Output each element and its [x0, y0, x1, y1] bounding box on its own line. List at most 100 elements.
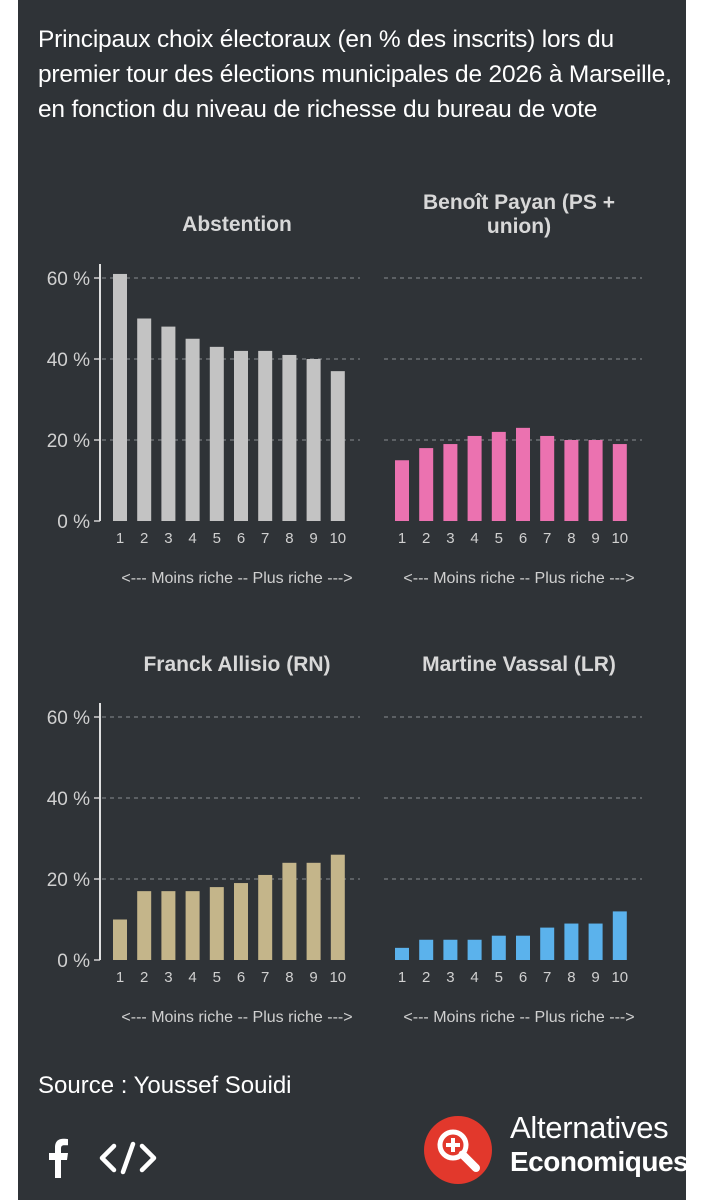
bar-0-3: [161, 326, 176, 521]
magnifier-plus-icon: [424, 1116, 492, 1184]
xtick-label-3-6: 6: [519, 969, 527, 986]
xtick-label-3-3: 3: [446, 969, 454, 986]
panel-title-1-1: union): [487, 215, 551, 238]
bar-0-4: [185, 338, 200, 521]
panel-title-3-0: Martine Vassal (LR): [422, 653, 616, 676]
xtick-label-2-3: 3: [164, 969, 172, 986]
bar-1-1: [395, 460, 409, 521]
xtick-label-0-9: 9: [309, 530, 317, 547]
xtick-label-1-2: 2: [422, 530, 430, 547]
xtick-label-1-6: 6: [519, 530, 527, 547]
bar-1-3: [443, 444, 458, 521]
bar-1-2: [419, 448, 434, 521]
panel-title-2-0: Franck Allisio (RN): [143, 653, 330, 676]
bar-2-10: [330, 854, 345, 960]
xaxis-label-1: <--- Moins riche -- Plus riche --->: [403, 570, 634, 587]
xtick-label-1-4: 4: [470, 530, 478, 547]
ytick-label-0-1: 20 %: [47, 431, 90, 452]
xtick-label-1-1: 1: [398, 530, 406, 547]
xaxis-label-0: <--- Moins riche -- Plus riche --->: [121, 570, 352, 587]
bar-0-10: [330, 371, 345, 521]
bar-0-8: [282, 354, 297, 521]
bar-3-9: [588, 923, 603, 960]
xtick-label-2-1: 1: [116, 969, 124, 986]
bar-2-1: [113, 919, 127, 960]
bar-1-7: [540, 435, 555, 521]
bar-2-7: [258, 874, 273, 960]
bar-1-4: [467, 435, 482, 521]
xtick-label-3-5: 5: [495, 969, 503, 986]
xtick-label-0-7: 7: [261, 530, 269, 547]
xtick-label-0-4: 4: [188, 530, 196, 547]
ytick-label-0-2: 40 %: [47, 350, 90, 371]
xtick-label-3-8: 8: [567, 969, 575, 986]
xtick-label-3-7: 7: [543, 969, 551, 986]
panel-title-0-0: Abstention: [182, 213, 292, 236]
bar-3-3: [443, 939, 458, 960]
bar-3-2: [419, 939, 434, 960]
bar-1-8: [564, 440, 579, 521]
bar-3-10: [612, 911, 627, 960]
ytick-label-2-2: 40 %: [47, 789, 90, 810]
xtick-label-2-8: 8: [285, 969, 293, 986]
infographic-card: Principaux choix électoraux (en % des in…: [18, 0, 689, 1200]
xtick-label-2-9: 9: [309, 969, 317, 986]
bar-2-2: [137, 891, 152, 960]
xtick-label-2-5: 5: [213, 969, 221, 986]
bar-2-8: [282, 862, 297, 960]
xtick-label-0-6: 6: [237, 530, 245, 547]
bar-3-8: [564, 923, 579, 960]
xtick-label-1-9: 9: [591, 530, 599, 547]
xtick-label-2-10: 10: [329, 969, 346, 986]
xaxis-label-2: <--- Moins riche -- Plus riche --->: [121, 1009, 352, 1026]
xtick-label-0-10: 10: [329, 530, 346, 547]
facebook-icon[interactable]: [46, 1138, 70, 1178]
xtick-label-1-3: 3: [446, 530, 454, 547]
bar-0-7: [258, 350, 273, 521]
logo-text-alternatives: Alternatives: [510, 1110, 669, 1145]
bar-3-1: [395, 947, 409, 960]
ytick-label-2-1: 20 %: [47, 870, 90, 891]
xtick-label-2-2: 2: [140, 969, 148, 986]
bar-3-4: [467, 939, 482, 960]
ytick-label-0-0: 0 %: [57, 512, 90, 533]
code-icon[interactable]: [98, 1140, 158, 1176]
xtick-label-2-6: 6: [237, 969, 245, 986]
bar-3-5: [491, 935, 506, 960]
bar-1-6: [516, 427, 530, 521]
bar-3-6: [516, 935, 530, 960]
bar-2-6: [234, 883, 248, 960]
xtick-label-1-5: 5: [495, 530, 503, 547]
bar-3-7: [540, 927, 555, 960]
ytick-label-0-3: 60 %: [47, 269, 90, 290]
bar-2-4: [185, 891, 200, 960]
xtick-label-0-3: 3: [164, 530, 172, 547]
bar-0-2: [137, 318, 152, 521]
xtick-label-3-10: 10: [611, 969, 628, 986]
logo-text-economiques: Economiques: [510, 1146, 689, 1177]
xtick-label-3-2: 2: [422, 969, 430, 986]
xtick-label-2-4: 4: [188, 969, 196, 986]
bar-0-9: [306, 359, 321, 521]
xtick-label-0-2: 2: [140, 530, 148, 547]
xtick-label-1-10: 10: [611, 530, 628, 547]
bar-1-5: [491, 431, 506, 521]
xaxis-label-3: <--- Moins riche -- Plus riche --->: [403, 1009, 634, 1026]
xtick-label-3-1: 1: [398, 969, 406, 986]
bar-2-5: [209, 887, 224, 960]
xtick-label-0-1: 1: [116, 530, 124, 547]
panel-title-1-0: Benoît Payan (PS +: [423, 191, 615, 214]
bar-2-3: [161, 891, 176, 960]
xtick-label-3-9: 9: [591, 969, 599, 986]
ytick-label-2-3: 60 %: [47, 708, 90, 729]
bar-0-1: [113, 273, 127, 521]
xtick-label-0-8: 8: [285, 530, 293, 547]
bar-1-10: [612, 444, 627, 521]
xtick-label-1-8: 8: [567, 530, 575, 547]
source-text: Source : Youssef Souidi: [38, 1072, 292, 1099]
xtick-label-2-7: 7: [261, 969, 269, 986]
xtick-label-3-4: 4: [470, 969, 478, 986]
bar-2-9: [306, 862, 321, 960]
bar-0-5: [209, 346, 224, 521]
